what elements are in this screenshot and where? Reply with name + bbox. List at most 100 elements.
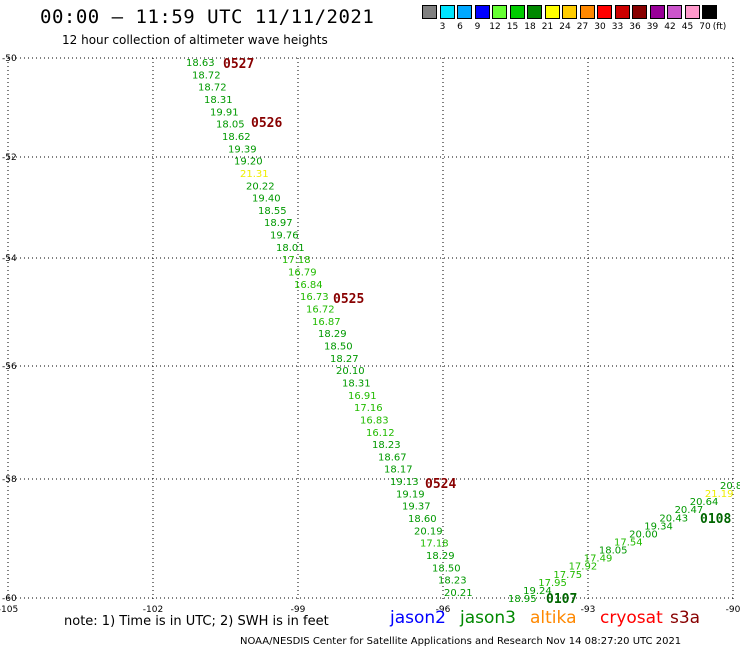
swh-value: 17.18 [282, 255, 311, 266]
swh-value: 18.72 [198, 83, 227, 94]
color-swatch [649, 5, 665, 19]
color-scale-label: 33 [611, 22, 624, 32]
color-swatch [579, 5, 595, 19]
swh-value: 19.40 [252, 194, 281, 205]
pass-time-label: 0525 [333, 292, 364, 307]
color-scale-label: 70 [699, 22, 711, 32]
color-scale-label: 21 [541, 22, 554, 32]
swh-value: 18.23 [372, 440, 401, 451]
swh-value: 16.83 [360, 415, 389, 426]
swh-value: 20.19 [414, 526, 443, 537]
swh-value: 17.49 [584, 554, 613, 565]
color-scale-label: 42 [664, 22, 676, 32]
swh-value: 18.17 [384, 465, 413, 476]
swh-value: 18.95 [508, 594, 537, 605]
color-swatch [509, 5, 525, 19]
swh-value: 19.39 [228, 144, 257, 155]
lon-tick-label: -102 [143, 605, 163, 615]
color-swatch [474, 5, 490, 19]
lat-tick-label: -52 [2, 153, 17, 163]
color-scale-label: 24 [559, 22, 571, 32]
lat-tick-label: -54 [2, 254, 17, 264]
swh-value: 19.19 [396, 489, 425, 500]
swh-value: 19.24 [523, 586, 552, 597]
lon-tick-label: -93 [581, 605, 596, 615]
swh-value: 18.01 [276, 243, 305, 254]
swh-value: 16.79 [288, 268, 317, 279]
swh-value: 16.73 [300, 292, 329, 303]
color-scale-label: 36 [629, 22, 641, 32]
swh-value: 16.84 [294, 280, 323, 291]
swh-value: 18.55 [258, 206, 287, 217]
color-scale-label: 18 [524, 22, 536, 32]
swh-value: 20.22 [246, 181, 275, 192]
color-scale-label: 6 [457, 22, 463, 32]
swh-value: 17.54 [614, 538, 643, 549]
color-swatch [702, 5, 717, 19]
swh-value: 18.72 [192, 70, 221, 81]
lat-tick-label: -60 [2, 594, 17, 604]
swh-value: 20.00 [629, 529, 658, 540]
swh-value: 18.27 [330, 354, 359, 365]
color-swatch [684, 5, 700, 19]
swh-value: 18.63 [186, 58, 215, 69]
map-title: 00:00 – 11:59 UTC 11/11/2021 [40, 6, 375, 28]
lat-tick-label: -50 [2, 54, 17, 64]
color-swatch [632, 5, 647, 19]
footer-credit: NOAA/NESDIS Center for Satellite Applica… [240, 636, 682, 647]
legend-jason2: jason2 [390, 608, 446, 628]
swh-value: 17.16 [354, 403, 383, 414]
swh-value: 18.67 [378, 452, 407, 463]
swh-value: 16.72 [306, 305, 335, 316]
legend-altika: altika [530, 608, 577, 628]
color-scale-label: 12 [489, 22, 501, 32]
color-scale-label: 9 [474, 22, 481, 32]
color-swatch [562, 5, 577, 19]
color-swatch [614, 5, 630, 19]
swh-value: 19.91 [210, 107, 239, 118]
swh-value: 19.34 [644, 521, 673, 532]
pass-time-label: 0526 [251, 116, 282, 131]
color-scale-label: 27 [576, 22, 589, 32]
color-scale-label: 3 [439, 22, 446, 32]
lon-tick-label: -105 [0, 605, 18, 615]
swh-value: 18.29 [318, 329, 347, 340]
color-swatch [667, 5, 682, 19]
color-scale-label: 39 [646, 22, 659, 32]
legend-bar: note: 1) Time is in UTC; 2) SWH is in fe… [0, 608, 740, 630]
swh-value: 20.21 [444, 588, 473, 599]
legend-note: note: 1) Time is in UTC; 2) SWH is in fe… [64, 614, 329, 629]
swh-value: 18.50 [324, 341, 353, 352]
swh-value: 21.19 [705, 489, 734, 500]
legend-cryosat: cryosat [600, 608, 663, 628]
swh-value: 19.20 [234, 157, 263, 168]
lat-tick-label: -58 [2, 475, 17, 485]
swh-value: 20.8 [720, 481, 740, 492]
color-scale-label: 45 [681, 22, 694, 32]
color-swatch [422, 5, 437, 19]
swh-value: 19.13 [390, 477, 419, 488]
lon-tick-label: -90 [726, 605, 740, 615]
color-scale-unit: (ft) [712, 22, 727, 32]
swh-value: 18.29 [426, 551, 455, 562]
swh-value: 21.31 [240, 169, 269, 180]
swh-value: 20.10 [336, 366, 365, 377]
swh-value: 20.47 [675, 505, 704, 516]
swh-value: 18.60 [408, 514, 437, 525]
pass-time-label: 0524 [425, 477, 456, 492]
lat-tick-label: -56 [2, 362, 17, 372]
swh-value: 18.31 [342, 378, 371, 389]
swh-value: 20.43 [659, 513, 688, 524]
swh-value: 19.76 [270, 231, 299, 242]
swh-value: 17.18 [420, 539, 449, 550]
swh-value: 18.62 [222, 132, 251, 143]
color-swatch [527, 5, 542, 19]
legend-jason3: jason3 [460, 608, 516, 628]
swh-value: 16.12 [366, 428, 395, 439]
color-scale-label: 15 [506, 22, 519, 32]
swh-value: 18.23 [438, 576, 467, 587]
color-scale-label: 30 [594, 22, 606, 32]
swh-value: 18.31 [204, 95, 233, 106]
lon-tick-label: -96 [436, 605, 451, 615]
